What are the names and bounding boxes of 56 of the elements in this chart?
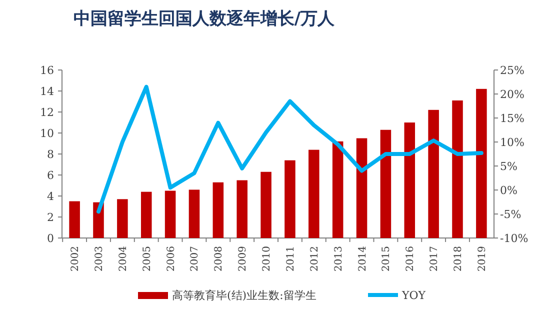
x-tick-label: 2009 (238, 246, 249, 272)
y-tick-label: 8 (47, 148, 54, 161)
bar (236, 180, 248, 238)
bar (140, 192, 152, 238)
bar (308, 150, 320, 238)
bar (476, 88, 487, 238)
bar (212, 182, 224, 238)
y2-tick-label: 25% (500, 64, 524, 77)
y-tick-label: 6 (47, 168, 54, 182)
bar (117, 199, 128, 238)
bar (380, 130, 392, 238)
x-tick-label: 2012 (309, 246, 320, 272)
x-tick-label: 2007 (190, 246, 201, 272)
x-tick-label: 2014 (357, 246, 368, 272)
x-tick-label: 2018 (453, 246, 464, 272)
line-series (96, 84, 484, 214)
y-tick-label: 4 (47, 190, 54, 203)
x-tick-label: 2019 (476, 246, 488, 272)
x-tick-label: 2008 (214, 246, 225, 272)
x-tick-label: 2003 (94, 246, 105, 272)
y-tick-label: 12 (40, 106, 54, 119)
x-tick-label: 2013 (333, 246, 344, 272)
bar (404, 122, 416, 238)
x-tick-label: 2004 (118, 246, 129, 272)
y-tick-label: 14 (40, 84, 54, 98)
y2-tick-label: 0% (500, 184, 518, 197)
y2-tick-label: -10% (500, 232, 528, 245)
bar (260, 172, 272, 238)
x-tick-label: 2006 (166, 246, 177, 272)
y2-tick-label: -5% (500, 208, 522, 221)
x-tick-label: 2016 (405, 246, 416, 272)
bar (452, 100, 463, 238)
bar (284, 160, 296, 238)
y-tick-label: 10 (40, 126, 54, 140)
legend-label: 高等教育毕(结)业生数:留学生 (172, 288, 316, 302)
y2-tick-label: 15% (500, 112, 524, 125)
y-tick-label: 2 (47, 210, 54, 224)
x-tick-label: 2017 (429, 246, 440, 272)
bar (332, 141, 344, 238)
y2-tick-label: 5% (500, 160, 518, 173)
x-tick-label: 2015 (381, 246, 392, 272)
y2-tick-label: 20% (500, 88, 524, 101)
bar (188, 190, 200, 238)
x-tick-label: 2005 (142, 246, 153, 272)
legend-label: YOY (401, 288, 426, 302)
x-tick-label: 2002 (70, 246, 82, 272)
y-tick-label: 0 (47, 232, 54, 245)
x-tick-label: 2010 (262, 246, 273, 272)
bar (356, 138, 368, 238)
x-tick-label: 2011 (285, 246, 296, 272)
y2-tick-label: 10% (500, 136, 524, 149)
bar (164, 190, 176, 238)
chart-title: 中国留学生回国人数逐年增长/万人 (73, 9, 336, 29)
bar (428, 110, 439, 238)
y-tick-label: 16 (40, 64, 54, 77)
bar (69, 201, 80, 238)
